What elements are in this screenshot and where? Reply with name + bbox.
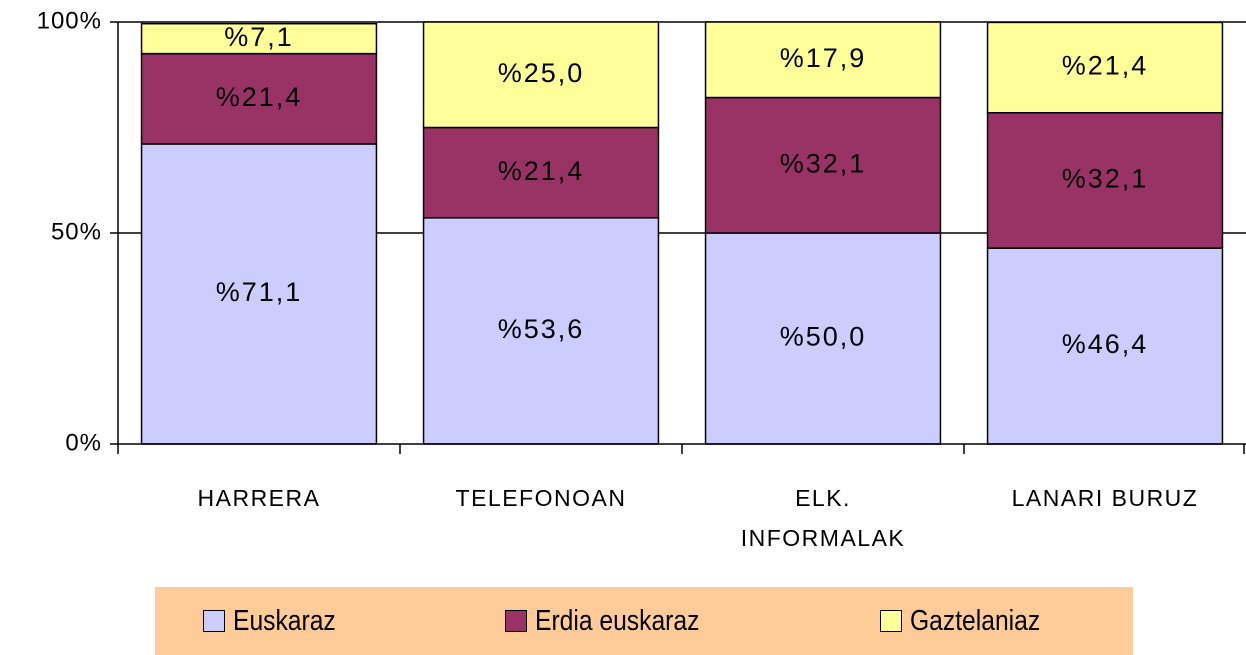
x-tick-label: TELEFONOAN <box>455 485 627 511</box>
bar-segment <box>704 96 942 234</box>
data-label: %21,4 <box>498 156 585 186</box>
x-tick-label: LANARI BURUZ <box>1011 485 1199 511</box>
data-label: %25,0 <box>498 58 585 88</box>
legend-item: Gaztelaniaz <box>880 587 1063 655</box>
legend-label: Gaztelaniaz <box>910 604 1041 637</box>
y-tick-label: 0% <box>65 429 102 456</box>
data-label: %71,1 <box>216 277 303 307</box>
data-label: %46,4 <box>1062 329 1149 359</box>
x-tick-label: ELK. INFORMALAK <box>740 485 906 551</box>
data-label: %21,4 <box>1062 51 1149 81</box>
bar-segment <box>704 21 942 99</box>
bar-segment <box>140 52 378 145</box>
legend-swatch <box>203 610 225 632</box>
legend-item: Euskaraz <box>203 587 354 655</box>
y-tick-label: 50% <box>51 218 102 245</box>
bar-segment <box>986 21 1224 114</box>
legend-item: Erdia euskaraz <box>505 587 728 655</box>
data-label: %53,6 <box>498 314 585 344</box>
bar-segment <box>986 111 1224 249</box>
legend-label: Erdia euskaraz <box>535 604 700 637</box>
data-label: %32,1 <box>780 148 867 178</box>
y-tick-label: 100% <box>37 7 102 34</box>
data-label: %32,1 <box>1062 164 1149 194</box>
data-label: %17,9 <box>780 43 867 73</box>
data-label: %7,1 <box>224 22 294 52</box>
bar-segment <box>140 143 378 445</box>
legend-label: Euskaraz <box>233 604 336 637</box>
bar-segment <box>422 21 660 129</box>
x-tick-label: HARRERA <box>197 485 321 511</box>
data-label: %50,0 <box>780 322 867 352</box>
legend-swatch <box>880 610 902 632</box>
data-label: %21,4 <box>216 82 303 112</box>
legend-swatch <box>505 610 527 632</box>
bar-segment <box>704 232 942 445</box>
legend: Euskaraz Erdia euskaraz Gaztelaniaz <box>155 587 1133 655</box>
bar-segment <box>140 22 378 55</box>
bar-segment <box>986 247 1224 445</box>
